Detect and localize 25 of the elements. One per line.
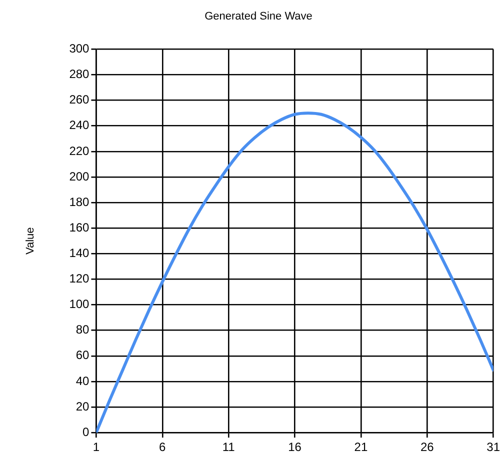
y-tick-label: 60 <box>76 348 90 362</box>
y-axis-title: Value <box>24 227 37 255</box>
x-tick-label: 21 <box>354 440 368 454</box>
x-tick-label: 6 <box>159 440 166 454</box>
x-tick-label: 1 <box>92 440 100 454</box>
y-tick-label: 300 <box>69 42 90 56</box>
x-tick-label: 16 <box>288 440 302 454</box>
y-tick-label: 40 <box>76 374 90 388</box>
y-tick-label: 260 <box>69 92 90 107</box>
y-tick-label: 120 <box>69 272 90 286</box>
x-tick-label: 31 <box>486 440 500 454</box>
chart-title: Generated Sine Wave <box>204 10 312 23</box>
y-tick-label: 160 <box>69 220 90 234</box>
x-tick-label: 26 <box>420 440 434 454</box>
y-tick-label: 0 <box>82 424 90 439</box>
y-tick-label: 80 <box>76 322 90 337</box>
y-tick-label: 20 <box>76 399 90 414</box>
y-tick-label: 200 <box>69 169 90 184</box>
y-tick-label: 240 <box>69 118 90 132</box>
y-tick-label: 100 <box>69 297 90 312</box>
y-tick-label: 140 <box>69 246 90 260</box>
x-tick-label: 11 <box>222 440 236 454</box>
y-tick-label: 180 <box>69 194 90 209</box>
y-tick-label: 280 <box>69 67 90 82</box>
y-tick-label: 220 <box>69 144 90 158</box>
